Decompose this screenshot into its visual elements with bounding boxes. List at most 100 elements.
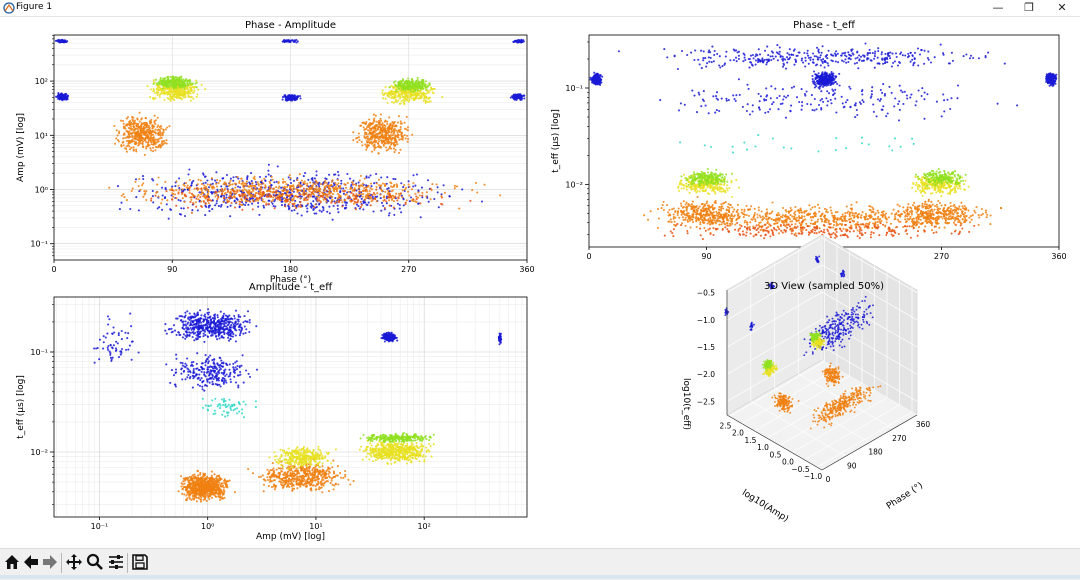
data-point-blue — [214, 180, 216, 182]
data-point-orange — [269, 185, 271, 187]
data-point-blue — [64, 41, 66, 43]
data-point-blue — [365, 175, 367, 177]
data-point-red — [191, 212, 193, 214]
data-point-orange — [203, 185, 205, 187]
data-point-blue — [826, 57, 828, 59]
data-point-blue — [591, 79, 593, 81]
data-point-blue — [399, 208, 401, 210]
data-point-blue — [810, 103, 812, 105]
data-point-blue — [834, 98, 836, 100]
data-point-orange — [370, 128, 372, 130]
data-point-orange — [198, 198, 200, 200]
data-point-blue — [798, 101, 800, 103]
data-point-blue — [698, 92, 700, 94]
data-point-blue — [417, 189, 419, 191]
data-point-orange — [323, 183, 325, 185]
data-point-orange — [393, 132, 395, 134]
data-point-red — [266, 193, 268, 195]
data-point-orange — [155, 132, 157, 134]
data-point-blue — [949, 108, 951, 110]
data-point-orange — [216, 185, 218, 187]
data-point-orange — [408, 194, 410, 196]
data-point-blue — [885, 115, 887, 117]
data-point-blue — [234, 200, 236, 202]
data-point-blue — [334, 173, 336, 175]
data-point-blue — [837, 61, 839, 63]
data-point-orange — [262, 182, 264, 184]
data-point-yellow — [154, 92, 156, 94]
data-point-red — [350, 192, 352, 194]
data-point-orange — [315, 180, 317, 182]
data-point-red — [412, 198, 414, 200]
data-point-blue — [268, 164, 270, 166]
data-point-orange — [247, 185, 249, 187]
data-point-blue — [357, 205, 359, 207]
data-point-red — [318, 199, 320, 201]
data-point-blue — [65, 93, 67, 95]
data-point-yellow — [170, 100, 172, 102]
data-point-orange — [365, 145, 367, 147]
data-point-orange — [138, 141, 140, 143]
data-point-blue — [205, 206, 207, 208]
data-point-orange — [269, 182, 271, 184]
data-point-orange — [158, 140, 160, 142]
data-point-orange — [284, 186, 286, 188]
data-point-orange — [398, 195, 400, 197]
data-point-blue — [848, 86, 850, 88]
data-point-orange — [186, 186, 188, 188]
data-point-orange — [394, 139, 396, 141]
data-point-red — [441, 203, 443, 205]
data-point-orange — [145, 137, 147, 139]
data-point-red — [252, 200, 254, 202]
data-point-blue — [888, 86, 890, 88]
data-point-blue — [310, 202, 312, 204]
data-point-orange — [411, 134, 413, 136]
data-point-blue — [950, 97, 952, 99]
data-point-orange — [404, 134, 406, 136]
data-point-blue — [248, 181, 250, 183]
data-point-blue — [291, 39, 293, 41]
data-point-orange — [143, 125, 145, 127]
data-point-blue — [881, 92, 883, 94]
data-point-blue — [888, 52, 890, 54]
data-point-orange — [400, 123, 402, 125]
data-point-blue — [299, 97, 301, 99]
data-point-blue — [410, 196, 412, 198]
data-point-blue — [301, 214, 303, 216]
data-point-blue — [845, 55, 847, 57]
data-point-orange — [386, 132, 388, 134]
data-point-orange — [286, 186, 288, 188]
data-point-blue — [321, 211, 323, 213]
data-point-blue — [264, 180, 266, 182]
data-point-orange — [128, 123, 130, 125]
data-point-blue — [666, 56, 668, 58]
data-point-blue — [906, 94, 908, 96]
data-point-yellow — [189, 87, 191, 89]
data-point-orange — [372, 145, 374, 147]
data-point-red — [303, 187, 305, 189]
data-point-blue — [232, 180, 234, 182]
close-button[interactable]: ✕ — [1044, 0, 1080, 16]
data-point-yellow — [192, 86, 194, 88]
x-tick-label: 90 — [167, 265, 177, 274]
data-point-yellow — [181, 98, 183, 100]
data-point-red — [389, 196, 391, 198]
data-point-green — [406, 86, 408, 88]
data-point-blue — [376, 195, 378, 197]
data-point-blue — [386, 176, 388, 178]
maximize-button[interactable]: ❐ — [1011, 0, 1047, 16]
data-point-red — [419, 202, 421, 204]
data-point-orange — [197, 194, 199, 196]
data-point-red — [260, 188, 262, 190]
data-point-yellow — [192, 92, 194, 94]
data-point-orange — [142, 196, 144, 198]
data-point-orange — [312, 184, 314, 186]
data-point-orange — [134, 133, 136, 135]
data-point-red — [177, 192, 179, 194]
data-point-blue — [752, 104, 754, 106]
data-point-orange — [306, 185, 308, 187]
data-point-green — [426, 87, 428, 89]
data-point-red — [286, 199, 288, 201]
data-point-orange — [376, 124, 378, 126]
data-point-blue — [288, 176, 290, 178]
